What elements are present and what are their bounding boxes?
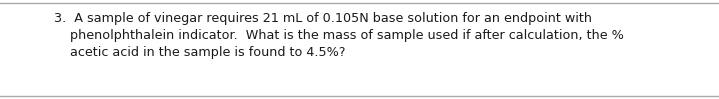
Text: 3.  A sample of vinegar requires 21 mL of 0.105N base solution for an endpoint w: 3. A sample of vinegar requires 21 mL of… xyxy=(54,12,624,59)
